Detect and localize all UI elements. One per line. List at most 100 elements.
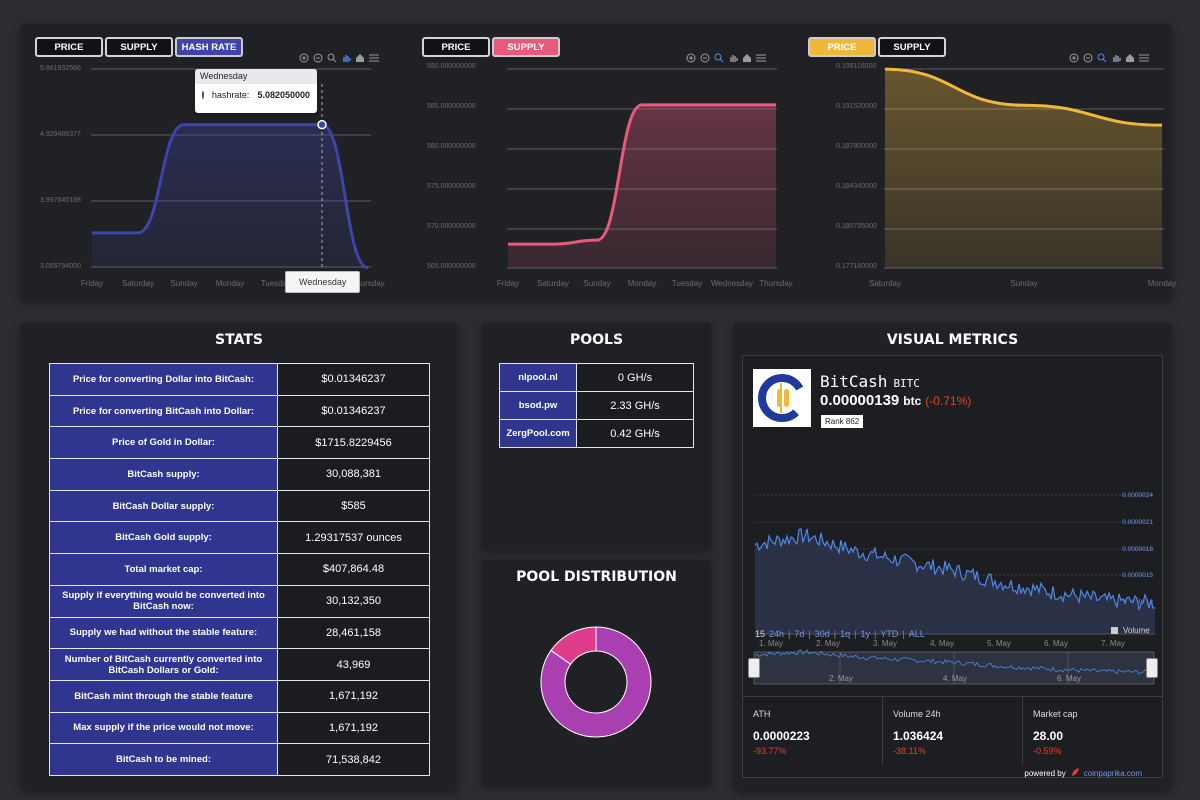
price-tab[interactable]: PRICE (808, 37, 876, 57)
home-icon[interactable] (741, 52, 752, 63)
navigator-left-handle[interactable] (748, 658, 760, 678)
pool-hashrate: 0.42 GH/s (576, 419, 694, 448)
range-24h[interactable]: 24h (769, 629, 785, 639)
x-tick: Friday (496, 279, 520, 288)
y-tick: 0.187900000 (836, 143, 877, 150)
magnify-icon[interactable] (713, 52, 724, 63)
stats-label: BitCash Dollar supply: (49, 489, 278, 523)
tooltip-series-name: hashrate: (211, 90, 250, 100)
zoom-out-icon[interactable] (1082, 52, 1093, 63)
x-tick: Saturday (121, 279, 155, 288)
range-30d[interactable]: 30d (814, 629, 830, 639)
x-tick: Sunday (583, 279, 611, 288)
stats-label: Price of Gold in Dollar: (49, 426, 278, 460)
y-tick: 575.000000000 (427, 183, 476, 190)
powered-by[interactable]: powered by coinpaprika.com (1024, 767, 1142, 779)
menu-icon[interactable] (1138, 52, 1149, 63)
x-tick: Saturday (536, 279, 570, 288)
series-line (507, 103, 776, 246)
stats-label: Supply we had without the stable feature… (49, 616, 278, 650)
hover-marker (317, 119, 327, 130)
y-tick: 570.000000000 (427, 223, 476, 230)
pool-name: ZergPool.com (499, 419, 577, 448)
x-tick: Tuesday (260, 279, 292, 288)
y-tick: 0.0000018 (1122, 546, 1153, 553)
stats-row: BitCash to be mined: 71,538,842 (49, 743, 430, 776)
magnify-icon[interactable] (1096, 52, 1107, 63)
zoom-in-icon[interactable] (298, 52, 309, 63)
provider-link[interactable]: coinpaprika.com (1083, 768, 1142, 778)
x-tick: 1. May (759, 639, 783, 648)
menu-icon[interactable] (755, 52, 766, 63)
stats-value: 30,088,381 (277, 458, 430, 491)
series-dot-icon (202, 91, 204, 99)
zoom-in-icon[interactable] (685, 52, 696, 63)
range-7d[interactable]: 7d (794, 629, 805, 639)
stats-row: Price of Gold in Dollar: $1715.8229456 (49, 426, 430, 460)
stats-value: $1715.8229456 (277, 426, 430, 460)
donut-slice[interactable] (550, 626, 597, 665)
range-1q[interactable]: 1q (840, 629, 851, 639)
x-tick: 7. May (1101, 639, 1125, 648)
coinpaprika-widget: BitCash BITC 0.00000139 btc (-0.71%) Ran… (742, 355, 1163, 778)
price-tab[interactable]: PRICE (422, 37, 490, 57)
stats-row: BitCash Dollar supply: $585 (49, 489, 430, 523)
price-tab[interactable]: PRICE (35, 37, 103, 57)
navigator-tick: 2. May (828, 674, 854, 683)
volume-metric: Volume 24h 1.036424 -38.11% (883, 697, 1023, 765)
x-tick: Wednesday (710, 279, 754, 288)
zoom-in-icon[interactable] (1068, 52, 1079, 63)
stats-label: BitCash to be mined: (49, 743, 278, 776)
hash-rate-tab[interactable]: HASH RATE (175, 37, 243, 57)
supply-tab[interactable]: SUPPLY (492, 37, 560, 57)
supply-chart: PRICE SUPPLY 590.000000000 585.000000000… (409, 24, 793, 300)
stats-title: STATS (215, 332, 263, 348)
stats-label: BitCash Gold supply: (49, 521, 278, 555)
x-tick: Monday (215, 279, 245, 288)
metric-title: Market cap (1033, 709, 1078, 719)
navigator-right-handle[interactable] (1146, 658, 1158, 678)
stats-value: $585 (277, 489, 430, 523)
pool-hashrate: 0 GH/s (576, 363, 694, 392)
stats-label: Price for converting Dollar into BitCash… (49, 363, 278, 396)
metric-title: ATH (753, 709, 771, 719)
series-area (885, 69, 1162, 268)
market-cap-metric: Market cap 28.00 -0.59% (1023, 697, 1162, 765)
y-tick: 0.198116000 (836, 63, 877, 70)
stats-row: Supply we had without the stable feature… (49, 616, 430, 650)
volume-legend[interactable]: Volume (1111, 626, 1150, 635)
x-tick: 6. May (1044, 639, 1068, 648)
y-tick: 580.000000000 (427, 143, 476, 150)
x-tick: 5. May (987, 639, 1011, 648)
pan-hand-icon[interactable] (340, 52, 351, 63)
pan-hand-icon[interactable] (1110, 52, 1121, 63)
pool-row: bsod.pw 2.33 GH/s (499, 391, 694, 420)
pan-hand-icon[interactable] (727, 52, 738, 63)
stats-label: Number of BitCash currently converted in… (49, 648, 278, 681)
range-15[interactable]: 15 (755, 629, 766, 639)
price-line[interactable] (754, 527, 1156, 612)
magnify-icon[interactable] (326, 52, 337, 63)
navigator-line (754, 649, 1156, 675)
y-tick: 590.000000000 (427, 63, 476, 70)
stats-label: Total market cap: (49, 553, 278, 586)
y-tick: 4.929486377 (40, 131, 81, 138)
range-all[interactable]: ALL (908, 629, 925, 639)
stats-row: BitCash supply: 30,088,381 (49, 458, 430, 491)
menu-icon[interactable] (368, 52, 379, 63)
home-icon[interactable] (354, 52, 365, 63)
y-tick: 565.000000000 (427, 263, 476, 270)
supply-tab[interactable]: SUPPLY (878, 37, 946, 57)
x-tick: 3. May (873, 639, 897, 648)
range-ytd[interactable]: YTD (880, 629, 899, 639)
coin-price-unit: btc (903, 394, 922, 408)
range-1y[interactable]: 1y (860, 629, 870, 639)
supply-tab[interactable]: SUPPLY (105, 37, 173, 57)
navigator[interactable] (743, 646, 1164, 696)
home-icon[interactable] (1124, 52, 1135, 63)
zoom-out-icon[interactable] (312, 52, 323, 63)
zoom-out-icon[interactable] (699, 52, 710, 63)
metrics-row: ATH 0.0000223 -93.77% Volume 24h 1.03642… (743, 696, 1162, 765)
stats-row: Supply if everything would be converted … (49, 584, 430, 618)
donut-slice[interactable] (540, 626, 652, 738)
